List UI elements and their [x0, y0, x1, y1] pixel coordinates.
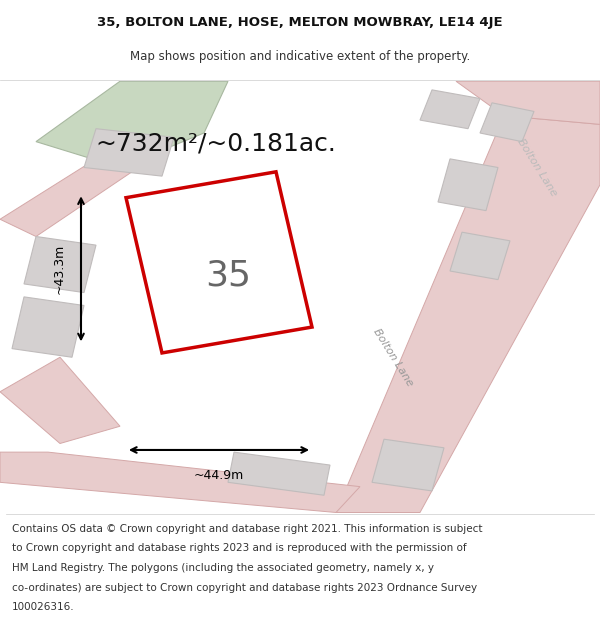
Text: to Crown copyright and database rights 2023 and is reproduced with the permissio: to Crown copyright and database rights 2…: [12, 543, 467, 554]
Text: Map shows position and indicative extent of the property.: Map shows position and indicative extent…: [130, 51, 470, 63]
Text: Bolton Lane: Bolton Lane: [371, 326, 415, 388]
Text: 35: 35: [205, 258, 251, 292]
Polygon shape: [12, 297, 84, 358]
Text: Bolton Lane: Bolton Lane: [515, 137, 559, 198]
Polygon shape: [0, 452, 360, 512]
Text: HM Land Registry. The polygons (including the associated geometry, namely x, y: HM Land Registry. The polygons (includin…: [12, 563, 434, 573]
Polygon shape: [36, 81, 228, 168]
Polygon shape: [84, 129, 174, 176]
Text: 100026316.: 100026316.: [12, 602, 74, 612]
Polygon shape: [336, 116, 600, 512]
Polygon shape: [24, 236, 96, 292]
Polygon shape: [126, 172, 312, 353]
Text: co-ordinates) are subject to Crown copyright and database rights 2023 Ordnance S: co-ordinates) are subject to Crown copyr…: [12, 582, 477, 592]
Text: 35, BOLTON LANE, HOSE, MELTON MOWBRAY, LE14 4JE: 35, BOLTON LANE, HOSE, MELTON MOWBRAY, L…: [97, 16, 503, 29]
Polygon shape: [0, 357, 120, 444]
Text: ~732m²/~0.181ac.: ~732m²/~0.181ac.: [95, 132, 337, 156]
Polygon shape: [450, 232, 510, 279]
Text: Contains OS data © Crown copyright and database right 2021. This information is : Contains OS data © Crown copyright and d…: [12, 524, 482, 534]
Polygon shape: [438, 159, 498, 211]
Polygon shape: [228, 452, 330, 495]
Text: ~44.9m: ~44.9m: [194, 469, 244, 482]
Polygon shape: [480, 103, 534, 142]
Text: ~43.3m: ~43.3m: [53, 244, 66, 294]
Polygon shape: [372, 439, 444, 491]
Polygon shape: [0, 159, 132, 236]
Polygon shape: [456, 81, 600, 124]
Polygon shape: [420, 90, 480, 129]
